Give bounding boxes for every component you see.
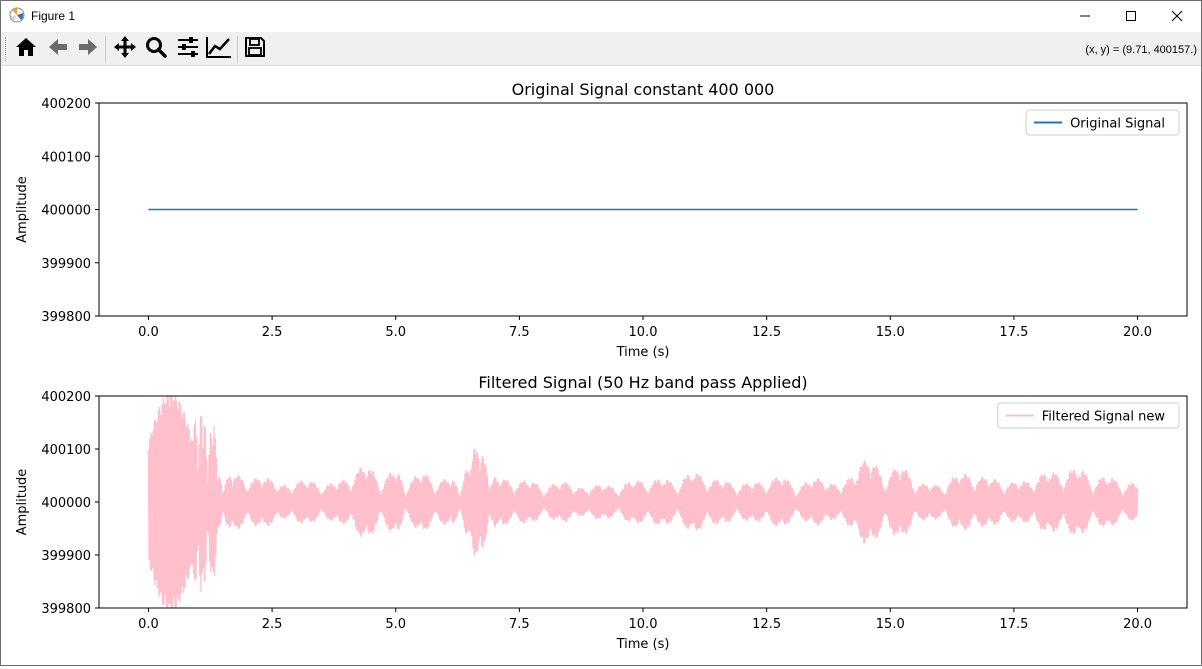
subplot-1-ylabel: Amplitude bbox=[15, 176, 30, 243]
subplot-2-xtick-label: 7.5 bbox=[509, 617, 530, 632]
maximize-button[interactable] bbox=[1108, 1, 1154, 32]
subplot-1-ytick-label: 400100 bbox=[41, 150, 91, 165]
customize-icon bbox=[206, 35, 232, 63]
subplot-1-xtick-label: 5.0 bbox=[385, 325, 406, 340]
toolbar-separator bbox=[237, 36, 238, 62]
subplot-2-ytick-label: 400200 bbox=[41, 390, 91, 405]
subplot-2-xtick-label: 5.0 bbox=[385, 617, 406, 632]
subplot-2-ytick-label: 400000 bbox=[41, 496, 91, 511]
subplot-1-title: Original Signal constant 400 000 bbox=[512, 80, 775, 99]
home-icon bbox=[14, 35, 38, 63]
subplot-1-legend-box bbox=[1025, 109, 1180, 136]
subplot-2-xtick-label: 12.5 bbox=[752, 617, 781, 632]
subplot-1-ytick-label: 400200 bbox=[41, 97, 91, 112]
subplot-1-ytick-label: 400000 bbox=[41, 204, 91, 219]
subplot-2-xtick-label: 0.0 bbox=[138, 617, 159, 632]
subplot-2-xtick-label: 17.5 bbox=[999, 617, 1028, 632]
subplot-2-xtick-label: 20.0 bbox=[1123, 617, 1152, 632]
minimize-button[interactable] bbox=[1062, 1, 1108, 32]
forward-icon bbox=[76, 35, 100, 63]
close-button[interactable] bbox=[1154, 1, 1200, 32]
toolbar-separator bbox=[105, 36, 106, 62]
back-icon bbox=[46, 35, 70, 63]
maximize-icon bbox=[1125, 7, 1137, 26]
subplot-2-ytick-label: 400100 bbox=[41, 443, 91, 458]
subplot-1-xtick-label: 17.5 bbox=[999, 325, 1028, 340]
back-button[interactable] bbox=[45, 36, 71, 62]
subplot-1-xtick-label: 15.0 bbox=[876, 325, 905, 340]
home-button[interactable] bbox=[13, 36, 39, 62]
subplot-1-xtick-label: 0.0 bbox=[138, 325, 159, 340]
window-title: Figure 1 bbox=[31, 9, 76, 23]
close-icon bbox=[1171, 7, 1183, 26]
subplot-2-legend-box bbox=[997, 402, 1180, 429]
zoom-button[interactable] bbox=[143, 36, 169, 62]
subplot-2-title: Filtered Signal (50 Hz band pass Applied… bbox=[478, 373, 807, 392]
subplot-2-series-line bbox=[147, 396, 1139, 608]
figure-canvas[interactable]: 0.0 2.5 5.0 7.5 10.0 12.5 15.0 17.5 20.0 399800 39… bbox=[1, 66, 1201, 665]
title-bar: Figure 1 bbox=[1, 1, 1201, 32]
subplot-1-legend-label: Original Signal bbox=[1070, 117, 1165, 132]
zoom-icon bbox=[144, 35, 168, 63]
toolbar-grip bbox=[5, 37, 9, 61]
subplot-1-xtick-label: 20.0 bbox=[1123, 325, 1152, 340]
subplot-2-ytick-label: 399800 bbox=[41, 602, 91, 617]
minimize-icon bbox=[1079, 7, 1091, 26]
subplot-1-ytick-label: 399900 bbox=[41, 257, 91, 272]
navigation-toolbar bbox=[1, 32, 1201, 66]
cursor-coordinates: (x, y) = (9.71, 400157.) bbox=[1085, 44, 1197, 56]
subplot-1-xtick-label: 12.5 bbox=[752, 325, 781, 340]
subplot-1-xtick-label: 7.5 bbox=[509, 325, 530, 340]
subplot-2-xlabel: Time (s) bbox=[616, 637, 670, 652]
subplot-2-legend-label: Filtered Signal new bbox=[1042, 410, 1166, 425]
subplot-2-ylabel: Amplitude bbox=[15, 469, 30, 536]
customize-button[interactable] bbox=[206, 36, 232, 62]
subplot-2-ytick-label: 399900 bbox=[41, 549, 91, 564]
save-icon bbox=[244, 36, 266, 62]
subplot-2-xtick-label: 10.0 bbox=[629, 617, 658, 632]
subplot-1-ytick-label: 399800 bbox=[41, 310, 91, 325]
subplots-button[interactable] bbox=[175, 36, 201, 62]
pan-button[interactable] bbox=[112, 36, 138, 62]
subplot-2-xtick-label: 2.5 bbox=[262, 617, 283, 632]
subplot-1-xtick-label: 10.0 bbox=[629, 325, 658, 340]
subplot-1-xlabel: Time (s) bbox=[616, 345, 670, 360]
figure-svg[interactable]: 0.0 2.5 5.0 7.5 10.0 12.5 15.0 17.5 20.0 399800 39… bbox=[1, 66, 1201, 665]
save-button[interactable] bbox=[242, 36, 268, 62]
matplotlib-app-icon bbox=[9, 7, 25, 23]
forward-button[interactable] bbox=[75, 36, 101, 62]
subplot-2-xtick-label: 15.0 bbox=[876, 617, 905, 632]
subplot-1-xtick-label: 2.5 bbox=[262, 325, 283, 340]
pan-icon bbox=[113, 35, 137, 63]
subplots-icon bbox=[176, 35, 200, 63]
